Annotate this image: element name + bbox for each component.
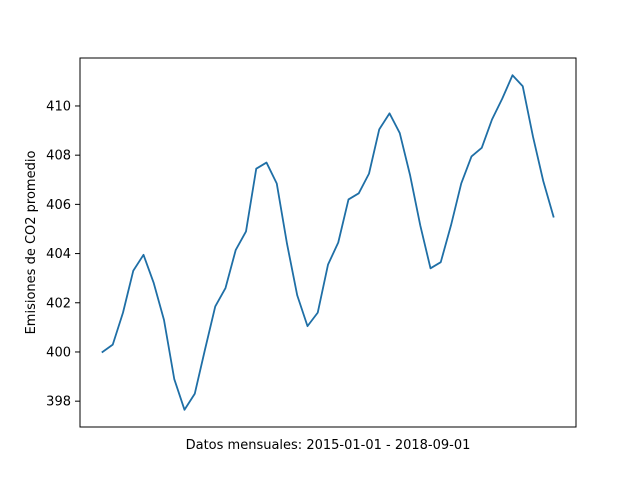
plot-frame	[79, 57, 577, 428]
y-tick-label: 408	[46, 149, 71, 164]
y-axis-ticks: 398 400 402 404 406 408 410	[46, 99, 80, 410]
y-tick-label: 410	[46, 99, 71, 114]
y-tick-label: 402	[46, 296, 71, 311]
x-axis-label: Datos mensuales: 2015-01-01 - 2018-09-01	[186, 438, 471, 453]
y-tick-label: 400	[46, 345, 71, 360]
series-line	[101, 74, 555, 411]
plot-layer	[101, 74, 555, 411]
y-tick-label: 404	[46, 247, 71, 262]
y-tick-label: 398	[46, 395, 71, 410]
y-tick-label: 406	[46, 198, 71, 213]
y-axis-label: Emisiones de CO2 promedio	[24, 151, 39, 335]
